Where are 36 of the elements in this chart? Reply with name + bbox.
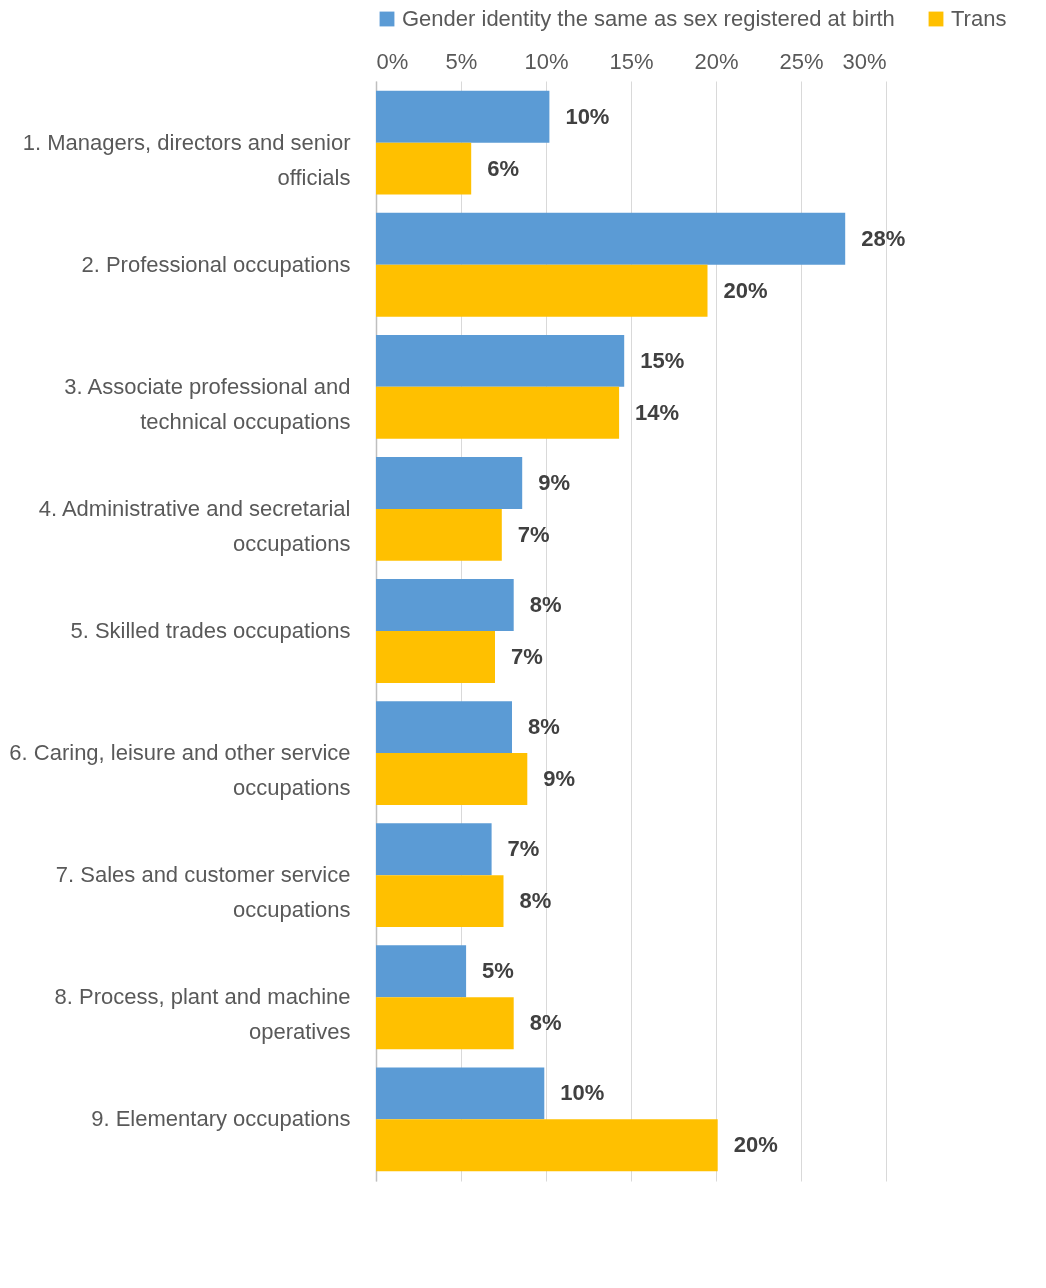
data-label: 5%	[482, 958, 514, 984]
y-tick-label: 4. Administrative and secretarial occupations	[38, 495, 351, 556]
y-tick-label: 9. Elementary occupations	[91, 1106, 351, 1132]
x-tick-label: 10%	[524, 48, 569, 74]
x-tick-label: 15%	[609, 48, 654, 74]
y-tick-label: 5. Skilled trades occupations	[70, 618, 351, 643]
legend-label: Gender identity the same as sex registered at birth	[402, 6, 895, 31]
data-label: 7%	[511, 643, 543, 669]
y-tick-label: 3. Associate professional and technical occupations	[64, 373, 351, 434]
x-tick-label: 25%	[779, 48, 824, 74]
legend-label: Trans	[951, 6, 1007, 31]
data-label: 8%	[529, 1010, 562, 1036]
data-label: 14%	[635, 399, 680, 425]
data-label: 20%	[723, 277, 768, 303]
data-label: 8%	[529, 592, 562, 618]
data-label: 7%	[517, 521, 550, 547]
y-tick-label: 7. Sales and customer service occupations	[55, 862, 351, 923]
data-label: 7%	[507, 836, 540, 862]
x-tick-label: 0%	[376, 48, 409, 74]
x-tick-label: 20%	[694, 48, 739, 74]
x-tick-label: 5%	[445, 48, 478, 74]
data-label: 15%	[640, 347, 685, 373]
data-label: 20%	[733, 1132, 778, 1158]
data-label: 9%	[543, 766, 576, 792]
y-tick-label: 6. Caring, leisure and other service occupations	[9, 740, 351, 801]
data-label: 10%	[560, 1080, 605, 1106]
x-tick-label: 30%	[842, 48, 887, 74]
y-tick-label: 2. Professional occupations	[81, 251, 351, 277]
data-label: 8%	[519, 888, 552, 914]
data-label: 10%	[565, 103, 610, 129]
data-label: 8%	[528, 714, 560, 740]
data-label: 6%	[487, 155, 519, 181]
data-label: 28%	[861, 225, 906, 251]
data-label: 9%	[538, 469, 570, 495]
y-tick-label: 8. Process, plant and machine operatives	[54, 984, 351, 1045]
y-tick-label: 1. Managers, directors and senior officials	[22, 129, 351, 190]
